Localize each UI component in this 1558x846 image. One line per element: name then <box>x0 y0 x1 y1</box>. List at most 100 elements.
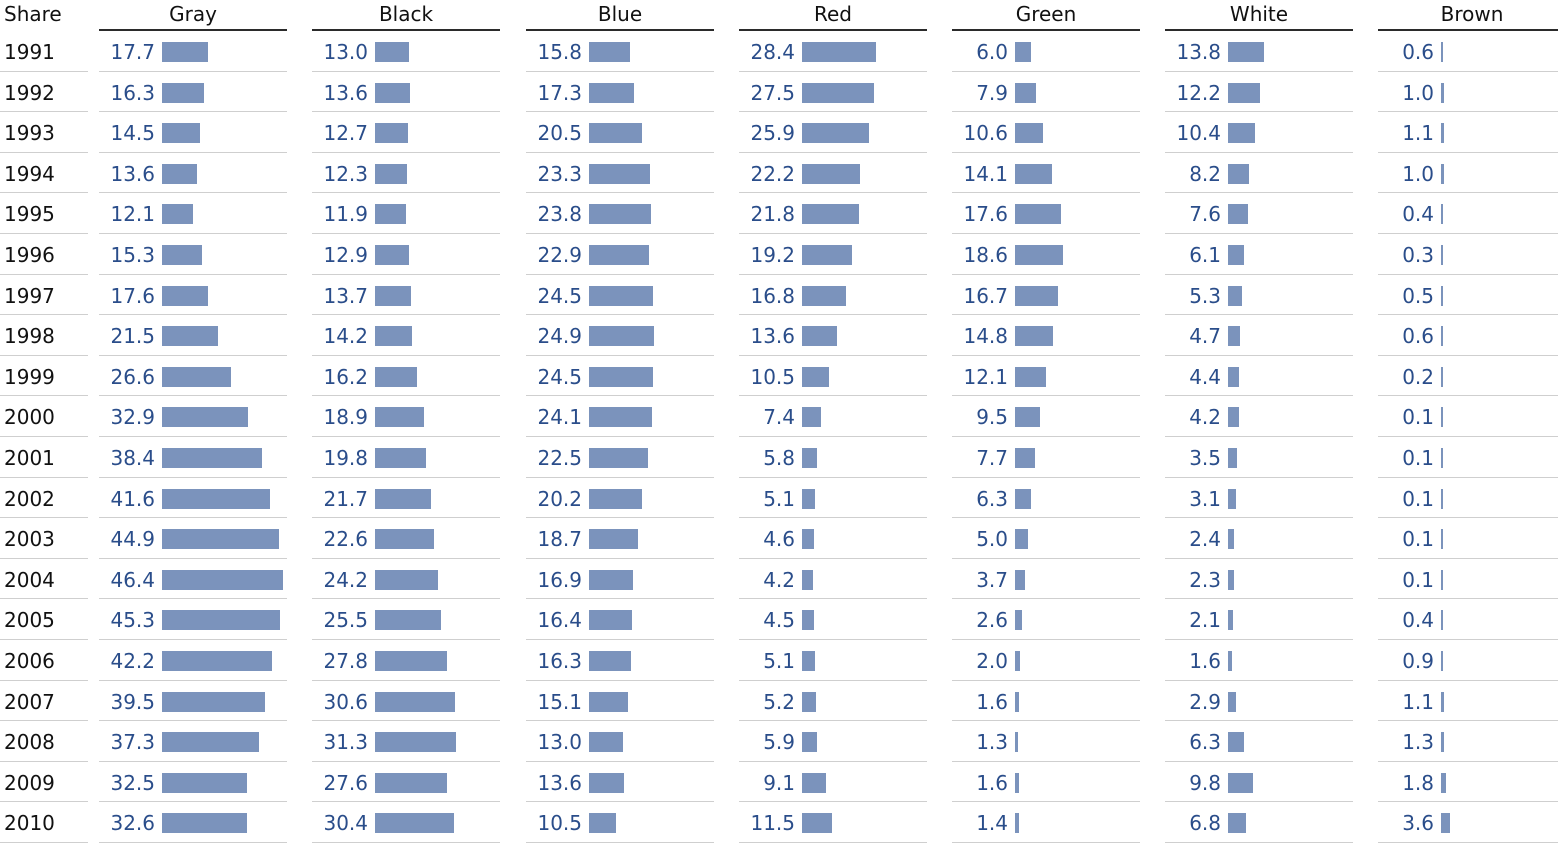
row-divider <box>1378 760 1558 762</box>
data-label: 44.9 <box>110 527 155 552</box>
row-divider <box>1378 801 1558 803</box>
data-label: 13.7 <box>323 283 368 308</box>
bar <box>1441 82 1444 103</box>
data-label: 9.1 <box>763 770 795 795</box>
bar <box>1441 204 1443 225</box>
bar <box>589 285 653 306</box>
bar <box>589 163 650 184</box>
data-label: 4.7 <box>1189 324 1221 349</box>
bar <box>802 529 814 550</box>
row-divider <box>312 436 500 437</box>
bar <box>802 326 838 347</box>
row-divider <box>99 720 287 722</box>
bar <box>375 123 409 144</box>
row-divider <box>99 679 287 681</box>
bar <box>1441 407 1443 428</box>
data-label: 3.6 <box>1402 811 1434 836</box>
bar <box>802 204 859 225</box>
row-year: 2005 <box>4 608 55 633</box>
data-label: 7.4 <box>763 405 795 430</box>
data-label: 22.2 <box>750 161 795 186</box>
row-divider <box>99 476 287 478</box>
row-divider <box>1165 273 1353 275</box>
row-year: 2002 <box>4 486 55 511</box>
data-label: 13.6 <box>323 80 368 105</box>
bar <box>1441 529 1443 550</box>
bar <box>375 326 412 347</box>
data-label: 20.5 <box>537 121 582 146</box>
data-label: 32.6 <box>110 811 155 836</box>
row-divider <box>739 354 927 356</box>
data-label: 27.8 <box>323 649 368 673</box>
column-header-gray: Gray <box>169 2 217 26</box>
bar <box>162 82 205 103</box>
row-year: 2003 <box>4 527 55 552</box>
row-divider <box>1165 639 1353 640</box>
row-divider <box>739 192 927 194</box>
bar <box>1015 245 1064 265</box>
bar <box>162 529 279 550</box>
bar <box>1441 123 1444 144</box>
row-divider <box>312 760 500 762</box>
row-divider <box>1165 151 1353 153</box>
bar <box>1441 772 1446 793</box>
column-header-underline <box>312 29 500 31</box>
bar <box>589 488 642 509</box>
row-divider <box>312 720 500 722</box>
row-divider <box>526 436 714 437</box>
bar <box>802 82 874 103</box>
bar <box>375 163 407 184</box>
bar <box>802 610 814 631</box>
row-divider <box>1378 314 1558 316</box>
row-divider <box>739 598 927 600</box>
data-label: 10.5 <box>537 811 582 836</box>
bar <box>1228 610 1234 631</box>
row-year: 2010 <box>4 811 55 836</box>
data-label: 11.5 <box>750 811 795 836</box>
data-label: 0.1 <box>1402 446 1434 470</box>
row-divider <box>0 151 88 153</box>
bar <box>162 569 283 590</box>
data-label: 4.5 <box>763 608 795 633</box>
row-divider <box>312 354 500 356</box>
bar <box>802 488 816 509</box>
data-label: 2.6 <box>976 608 1008 633</box>
column-header-underline <box>952 29 1140 31</box>
data-label: 2.0 <box>976 649 1008 673</box>
row-divider <box>952 639 1140 640</box>
column-header-black: Black <box>378 2 434 26</box>
bar <box>1228 772 1254 793</box>
data-label: 0.1 <box>1402 567 1434 592</box>
row-divider <box>952 151 1140 153</box>
bar <box>1441 245 1443 265</box>
bar <box>802 245 852 265</box>
row-divider <box>952 760 1140 762</box>
bar <box>1015 285 1059 306</box>
row-divider <box>952 476 1140 478</box>
data-label: 0.4 <box>1402 202 1434 227</box>
data-label: 6.3 <box>1189 730 1221 755</box>
bar <box>589 732 623 753</box>
bar <box>589 448 648 468</box>
row-divider <box>1165 111 1353 113</box>
bar <box>1441 569 1443 590</box>
bar <box>1015 610 1022 631</box>
row-year: 2000 <box>4 405 55 430</box>
bar <box>1228 651 1233 671</box>
bar <box>375 813 455 834</box>
bar <box>375 772 447 793</box>
data-label: 7.6 <box>1189 202 1221 227</box>
bar <box>802 732 818 753</box>
data-label: 17.6 <box>963 202 1008 227</box>
column-header-white: White <box>1229 2 1289 26</box>
bar <box>1228 204 1248 225</box>
row-divider <box>99 517 287 519</box>
row-year: 1999 <box>4 364 55 389</box>
row-divider <box>1165 720 1353 722</box>
data-label: 1.6 <box>1189 649 1221 673</box>
row-divider <box>526 598 714 600</box>
bar <box>162 326 218 347</box>
data-label: 5.3 <box>1189 283 1221 308</box>
bar <box>1228 82 1260 103</box>
bar <box>589 772 625 793</box>
